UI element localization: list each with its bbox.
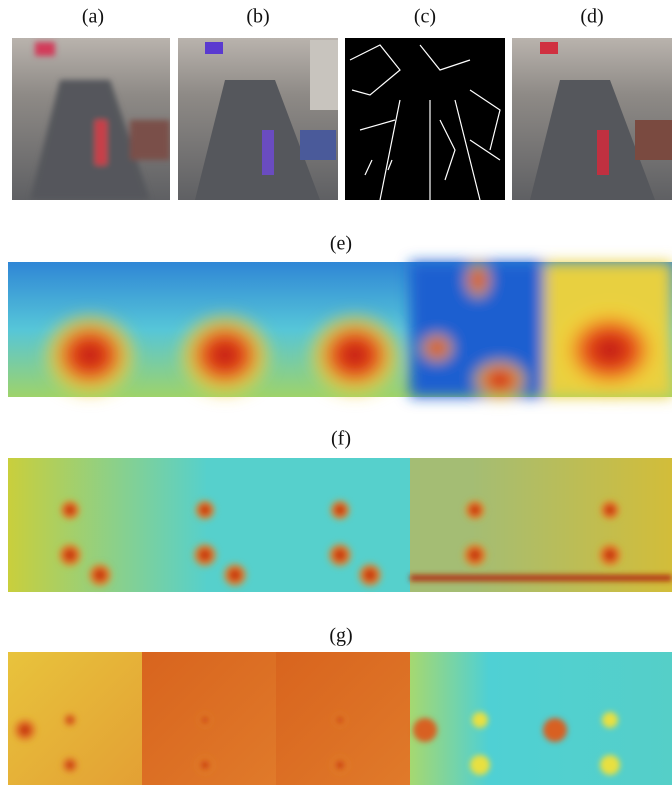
panel-label: (a) [82,6,104,28]
image-b [178,38,338,200]
heatmap-row-e [8,260,672,402]
panel-label: (d) [580,6,603,28]
panel-label: (b) [246,6,269,28]
panel-label: (f) [331,428,351,450]
panel-label: (e) [330,233,352,255]
heatmap-row-g [8,652,672,785]
panel-label: (c) [414,6,436,28]
image-d [512,38,672,200]
image-a [12,38,170,200]
image-c [345,38,505,200]
figure: (a) (b) (c) (d) (e) [0,0,672,785]
panel-label: (g) [329,625,352,647]
heatmap-row-f [8,458,672,592]
